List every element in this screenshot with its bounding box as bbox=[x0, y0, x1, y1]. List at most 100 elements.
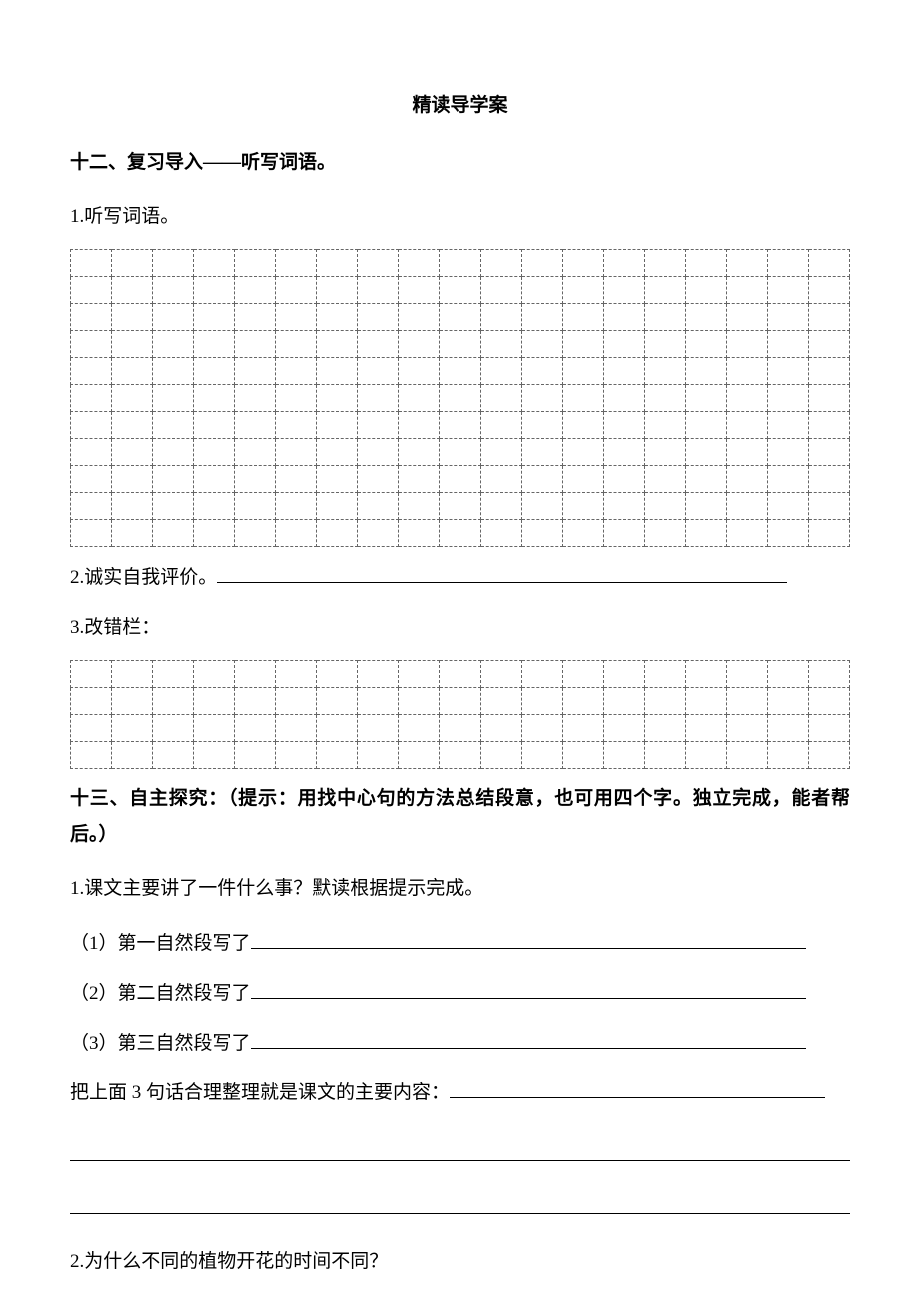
grid-cell bbox=[522, 742, 563, 769]
grid-cell bbox=[604, 661, 645, 688]
s13-q1-summary-prefix: 把上面 3 句话合理整理就是课文的主要内容： bbox=[70, 1082, 450, 1103]
grid-cell bbox=[768, 358, 809, 385]
grid-cell bbox=[153, 661, 194, 688]
grid-cell bbox=[604, 688, 645, 715]
s13-q1-2-blank bbox=[251, 975, 806, 999]
grid-cell bbox=[194, 661, 235, 688]
grid-cell bbox=[604, 385, 645, 412]
grid-cell bbox=[112, 466, 153, 493]
grid-cell bbox=[727, 520, 768, 547]
grid-cell bbox=[276, 520, 317, 547]
grid-cell bbox=[768, 715, 809, 742]
grid-cell bbox=[358, 688, 399, 715]
grid-cell bbox=[399, 715, 440, 742]
grid-cell bbox=[235, 661, 276, 688]
grid-cell bbox=[686, 277, 727, 304]
grid-cell bbox=[399, 250, 440, 277]
grid-cell bbox=[645, 520, 686, 547]
grid-cell bbox=[440, 277, 481, 304]
q1-label: 1.听写词语。 bbox=[70, 199, 850, 235]
grid-cell bbox=[768, 385, 809, 412]
grid-cell bbox=[727, 331, 768, 358]
grid-cell bbox=[563, 385, 604, 412]
grid-cell bbox=[153, 277, 194, 304]
grid-cell bbox=[358, 520, 399, 547]
grid-cell bbox=[563, 304, 604, 331]
grid-cell bbox=[235, 688, 276, 715]
grid-cell bbox=[563, 250, 604, 277]
q2-prefix: 2.诚实自我评价。 bbox=[70, 567, 217, 588]
grid-cell bbox=[522, 661, 563, 688]
grid-cell bbox=[604, 520, 645, 547]
grid-cell bbox=[481, 520, 522, 547]
grid-cell bbox=[71, 661, 112, 688]
grid-cell bbox=[604, 742, 645, 769]
grid-cell bbox=[276, 493, 317, 520]
grid-cell bbox=[153, 331, 194, 358]
grid-cell bbox=[399, 688, 440, 715]
grid-cell bbox=[686, 688, 727, 715]
grid-cell bbox=[563, 742, 604, 769]
s13-q1-1-blank bbox=[251, 926, 806, 950]
grid-cell bbox=[686, 466, 727, 493]
s13-q1: 1.课文主要讲了一件什么事？默读根据提示完成。 bbox=[70, 871, 850, 907]
grid-cell bbox=[358, 439, 399, 466]
grid-cell bbox=[522, 358, 563, 385]
grid-cell bbox=[686, 520, 727, 547]
q2-blank bbox=[217, 559, 787, 583]
grid-cell bbox=[563, 661, 604, 688]
grid-cell bbox=[276, 358, 317, 385]
grid-cell bbox=[768, 277, 809, 304]
grid-cell bbox=[768, 331, 809, 358]
grid-cell bbox=[604, 331, 645, 358]
grid-cell bbox=[809, 385, 850, 412]
grid-cell bbox=[71, 439, 112, 466]
grid-cell bbox=[727, 250, 768, 277]
grid-cell bbox=[194, 688, 235, 715]
grid-cell bbox=[809, 412, 850, 439]
grid-cell bbox=[440, 493, 481, 520]
grid-cell bbox=[358, 358, 399, 385]
grid-cell bbox=[399, 331, 440, 358]
grid-cell bbox=[686, 331, 727, 358]
grid-cell bbox=[276, 661, 317, 688]
grid-cell bbox=[276, 412, 317, 439]
grid-cell bbox=[194, 385, 235, 412]
grid-cell bbox=[153, 688, 194, 715]
grid-cell bbox=[481, 385, 522, 412]
grid-cell bbox=[112, 688, 153, 715]
grid-cell bbox=[235, 493, 276, 520]
grid-cell bbox=[235, 715, 276, 742]
grid-cell bbox=[686, 715, 727, 742]
s13-q1-2-prefix: （2）第二自然段写了 bbox=[70, 983, 251, 1004]
grid-cell bbox=[604, 412, 645, 439]
s13-q1-3-blank bbox=[251, 1025, 806, 1049]
grid-cell bbox=[153, 304, 194, 331]
grid-cell bbox=[686, 358, 727, 385]
grid-cell bbox=[194, 520, 235, 547]
grid-cell bbox=[440, 661, 481, 688]
grid-cell bbox=[317, 493, 358, 520]
grid-cell bbox=[809, 466, 850, 493]
grid-cell bbox=[809, 742, 850, 769]
grid-cell bbox=[645, 466, 686, 493]
grid-cell bbox=[317, 520, 358, 547]
grid-cell bbox=[481, 688, 522, 715]
grid-cell bbox=[645, 493, 686, 520]
grid-cell bbox=[727, 466, 768, 493]
grid-cell bbox=[440, 520, 481, 547]
grid-cell bbox=[563, 331, 604, 358]
grid-cell bbox=[317, 466, 358, 493]
grid-cell bbox=[71, 250, 112, 277]
grid-cell bbox=[727, 661, 768, 688]
grid-cell bbox=[522, 520, 563, 547]
grid-cell bbox=[71, 304, 112, 331]
grid-cell bbox=[112, 412, 153, 439]
grid-cell bbox=[727, 688, 768, 715]
grid-cell bbox=[481, 277, 522, 304]
grid-cell bbox=[112, 358, 153, 385]
grid-cell bbox=[645, 277, 686, 304]
grid-cell bbox=[522, 385, 563, 412]
grid-cell bbox=[481, 304, 522, 331]
grid-cell bbox=[440, 439, 481, 466]
